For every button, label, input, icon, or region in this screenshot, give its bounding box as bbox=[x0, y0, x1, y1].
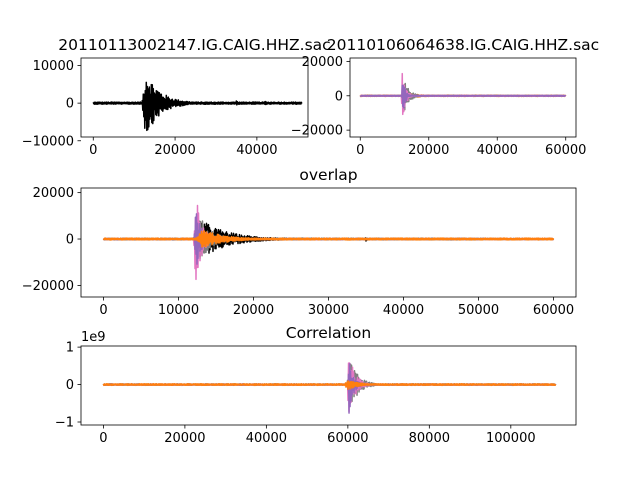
x-tick-label: 0 bbox=[99, 431, 107, 446]
x-tick-label: 80000 bbox=[409, 431, 450, 446]
y-tick-label: −1 bbox=[55, 416, 74, 431]
x-tick-label: 40000 bbox=[236, 143, 277, 158]
x-tick-label: 0 bbox=[89, 143, 97, 158]
traces bbox=[92, 81, 303, 132]
series-line-4 bbox=[359, 84, 567, 109]
axes-frame bbox=[349, 57, 577, 138]
subplot-3: 0 10000 20000 30000 40000 50000 60000 −20000 0 20… bbox=[22, 166, 577, 318]
y-tick-label: −20000 bbox=[22, 279, 74, 294]
x-tick-label: 20000 bbox=[233, 303, 274, 318]
x-tick-label: 60000 bbox=[545, 143, 586, 158]
y-tick-label: 1 bbox=[66, 341, 74, 356]
subplot-4: 0 20000 40000 60000 80000 100000 −1 0 1 1e9 Correl… bbox=[55, 324, 577, 446]
x-tick-label: 30000 bbox=[308, 303, 349, 318]
subplot-2: 0 20000 40000 60000−20000020000201101060646… bbox=[291, 36, 599, 158]
y-offset-label: 1e9 bbox=[81, 330, 106, 345]
y-tick-label: 0 bbox=[66, 233, 74, 248]
series-line-1 bbox=[92, 81, 303, 132]
x-tick-label: 50000 bbox=[458, 303, 499, 318]
y-tick-label: 20000 bbox=[302, 55, 343, 70]
y-tick-label: −20000 bbox=[291, 124, 343, 139]
x-tick-label: 0 bbox=[356, 143, 364, 158]
y-tick-label: 0 bbox=[335, 89, 343, 104]
chart-title: overlap bbox=[299, 166, 357, 184]
x-tick-label: 20000 bbox=[154, 143, 195, 158]
x-tick-label: 10000 bbox=[158, 303, 199, 318]
y-tick-label: −10000 bbox=[22, 134, 74, 149]
x-tick-label: 60000 bbox=[533, 303, 574, 318]
axes-frame bbox=[80, 57, 309, 138]
x-tick-label: 20000 bbox=[408, 143, 449, 158]
chart-title: 20110106064638.IG.CAIG.HHZ.sac bbox=[327, 36, 599, 54]
chart-title: Correlation bbox=[286, 324, 371, 342]
x-tick-label: 40000 bbox=[383, 303, 424, 318]
y-tick-label: 0 bbox=[66, 97, 74, 112]
x-tick-label: 20000 bbox=[164, 431, 205, 446]
x-tick-label: 100000 bbox=[486, 431, 536, 446]
subplot-1: 0 20000 40000 −10000 0 10000 20110113002147.IG… bbox=[22, 36, 331, 158]
traces bbox=[102, 362, 557, 414]
x-tick-label: 60000 bbox=[327, 431, 368, 446]
traces bbox=[359, 72, 567, 116]
axes-frame bbox=[80, 345, 577, 426]
traces bbox=[102, 204, 555, 281]
y-tick-label: 10000 bbox=[33, 59, 74, 74]
chart-title: 20110113002147.IG.CAIG.HHZ.sac bbox=[58, 36, 330, 54]
y-tick-label: 0 bbox=[66, 378, 74, 393]
x-tick-label: 40000 bbox=[477, 143, 518, 158]
y-tick-label: 20000 bbox=[33, 186, 74, 201]
x-tick-label: 0 bbox=[99, 303, 107, 318]
x-tick-label: 40000 bbox=[246, 431, 287, 446]
series-line-5 bbox=[102, 230, 555, 248]
series-line-4 bbox=[102, 380, 557, 390]
